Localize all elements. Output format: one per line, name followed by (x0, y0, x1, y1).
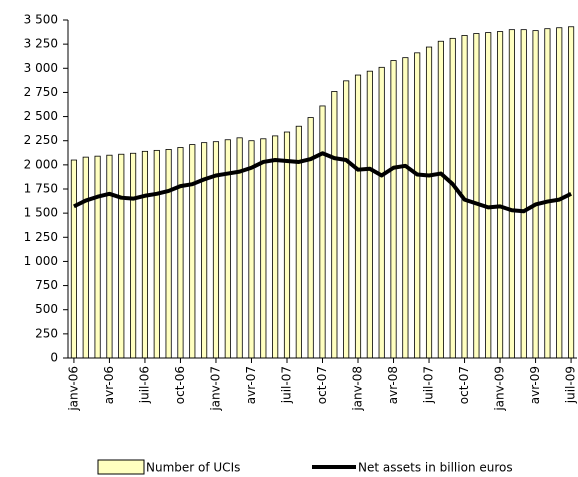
bar (201, 142, 208, 359)
bar (354, 74, 362, 359)
y-tick-label: 3 000 (24, 61, 58, 75)
legend-swatch (97, 459, 145, 475)
bar (402, 57, 409, 359)
bar (556, 27, 563, 359)
y-tick-label: 2 000 (24, 157, 58, 171)
bar (331, 91, 338, 359)
bar (343, 80, 350, 359)
legend-label: Net assets in billion euros (358, 461, 513, 475)
bar (260, 138, 267, 359)
x-tick-label: juil-07 (279, 366, 293, 404)
bar (378, 66, 385, 359)
bar (425, 46, 433, 359)
bar (189, 144, 196, 359)
y-tick-label: 1 750 (24, 182, 58, 196)
y-tick-label: 1 000 (24, 254, 58, 268)
bar (568, 26, 575, 359)
x-tick-label: oct-07 (457, 366, 471, 404)
bar (449, 37, 456, 359)
y-tick-label: 750 (35, 278, 58, 292)
bar (496, 31, 504, 359)
bar (82, 156, 89, 359)
x-tick-label: oct-06 (173, 366, 187, 404)
x-tick-label: avr-06 (102, 366, 116, 404)
x-tick-label: janv-07 (208, 366, 222, 412)
bar (414, 52, 421, 359)
y-tick-label: 1 250 (24, 230, 58, 244)
bar (283, 131, 291, 359)
bar (319, 105, 326, 359)
bar (141, 150, 149, 359)
bar (165, 149, 172, 359)
y-tick-label: 3 500 (24, 13, 58, 27)
bar (508, 29, 515, 359)
y-tick-label: 3 250 (24, 37, 58, 51)
bar (390, 60, 397, 359)
bar (106, 154, 113, 359)
bar (532, 30, 539, 359)
y-tick-label: 250 (35, 326, 58, 340)
x-tick-label: oct-07 (315, 366, 329, 404)
bar (153, 149, 160, 359)
bar (437, 40, 444, 359)
y-tick-label: 2 750 (24, 85, 58, 99)
bar (70, 159, 77, 359)
legend-label: Number of UCIs (146, 461, 240, 475)
x-tick-label: juil-06 (137, 366, 151, 404)
x-tick-label: avr-07 (244, 366, 258, 404)
bar (248, 140, 255, 359)
bar (130, 152, 137, 359)
bar (272, 135, 279, 359)
bar (544, 28, 551, 359)
bar (118, 153, 125, 359)
x-tick-label: avr-09 (528, 366, 542, 404)
x-tick-label: juil-09 (564, 366, 578, 404)
bar (473, 33, 480, 359)
x-tick-label: juil-07 (422, 366, 436, 404)
x-tick-label: janv-08 (351, 366, 365, 412)
bar (366, 70, 373, 359)
y-tick-label: 0 (50, 351, 58, 365)
bar (485, 32, 492, 359)
bar (94, 155, 101, 359)
bar (307, 117, 314, 359)
bar (520, 29, 527, 359)
x-tick-label: janv-09 (493, 366, 507, 412)
y-tick-label: 2 250 (24, 133, 58, 147)
y-tick-label: 2 500 (24, 109, 58, 123)
y-tick-label: 500 (35, 302, 58, 316)
x-tick-label: avr-08 (386, 366, 400, 404)
x-tick-label: janv-06 (66, 366, 80, 412)
bar (177, 147, 184, 359)
y-tick-label: 1 500 (24, 206, 58, 220)
line (73, 151, 572, 214)
